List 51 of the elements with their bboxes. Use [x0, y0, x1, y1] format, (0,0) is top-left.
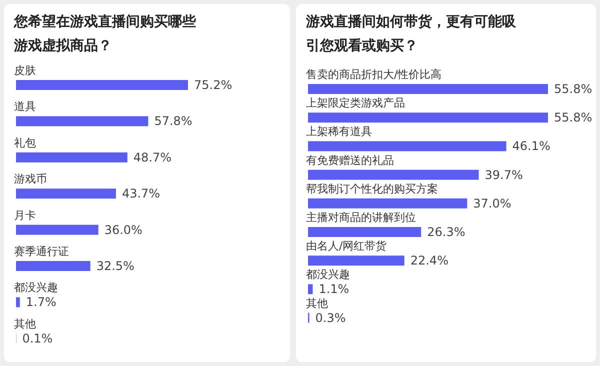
bar [308, 256, 404, 266]
chart-title: 游戏直播间如何带货，更有可能吸引您观看或购买？ [306, 13, 517, 56]
y-tick-label: 由名人/网红带货 [306, 240, 387, 253]
y-tick-label: 帮我制订个性化的购买方案 [306, 182, 438, 196]
bar [16, 188, 116, 199]
y-tick-label: 上架稀有道具 [306, 125, 372, 138]
data-label: 48.7% [133, 150, 172, 164]
data-label: 26.3% [427, 225, 466, 239]
bar [308, 198, 468, 208]
bar [308, 227, 422, 237]
y-tick-label: 道具 [14, 100, 36, 114]
y-tick-label: 礼包 [14, 136, 36, 150]
data-label: 1.7% [26, 295, 56, 310]
bar [16, 152, 128, 162]
bar [308, 112, 548, 123]
y-tick-label: 皮肤 [14, 64, 36, 77]
data-label: 43.7% [122, 186, 160, 201]
y-tick-label: 都没兴趣 [306, 268, 350, 282]
bar [16, 261, 90, 271]
bar [308, 170, 479, 180]
data-label: 55.8% [554, 110, 592, 125]
y-tick-label: 主播对商品的讲解到位 [306, 211, 416, 224]
data-label: 0.3% [315, 310, 346, 325]
data-label: 37.0% [473, 196, 512, 210]
y-tick-label: 月卡 [14, 208, 36, 222]
data-label: 55.8% [554, 82, 592, 96]
data-label: 1.1% [318, 282, 350, 296]
bar [16, 116, 148, 126]
y-tick-label: 上架限定类游戏产品 [306, 96, 405, 110]
data-label: 57.8% [154, 114, 192, 128]
bar [16, 297, 20, 308]
bar [16, 224, 98, 235]
y-tick-label: 售卖的商品折扣大/性价比高 [306, 68, 442, 81]
data-label: 75.2% [194, 78, 232, 92]
bar [308, 141, 506, 152]
bar [308, 284, 313, 294]
data-label: 32.5% [96, 259, 134, 273]
data-label: 0.1% [22, 331, 53, 346]
data-label: 22.4% [410, 254, 448, 268]
bar [16, 80, 188, 90]
y-tick-label: 有免费赠送的礼品 [306, 154, 394, 167]
y-tick-label: 都没兴趣 [14, 281, 58, 294]
data-label: 46.1% [512, 139, 550, 154]
chart-title: 您希望在游戏直播间购买哪些游戏虚拟商品？ [14, 13, 197, 56]
data-label: 39.7% [484, 168, 523, 182]
y-tick-label: 赛季通行证 [14, 245, 69, 258]
y-tick-label: 其他 [14, 317, 36, 330]
y-tick-label: 游戏币 [14, 172, 47, 186]
data-label: 36.0% [104, 222, 142, 237]
bar [308, 84, 548, 94]
y-tick-label: 其他 [306, 296, 328, 310]
